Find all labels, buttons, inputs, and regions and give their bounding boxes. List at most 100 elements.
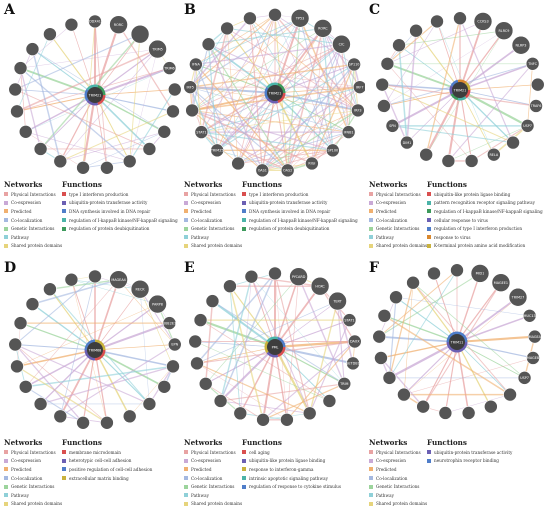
gene-node <box>194 125 209 139</box>
edge <box>448 125 528 162</box>
function-legend-item: membrane microdomain <box>62 448 152 457</box>
edge <box>49 278 119 290</box>
functions-legend: Functions type I interferon production ubi… <box>62 180 178 233</box>
gene-node <box>33 397 48 411</box>
function-legend-item: regulation of I-kappaB kinase/NF-kappaB … <box>427 207 543 216</box>
edge <box>196 300 338 364</box>
gene-node-label: IFNA <box>192 63 200 67</box>
edge <box>436 21 461 91</box>
edge <box>388 297 397 378</box>
edge <box>201 131 333 151</box>
gene-node-label: TRAF6 <box>530 104 542 108</box>
edge <box>226 28 276 94</box>
legend-label: Shared protein domains <box>191 501 243 507</box>
legend: Networks Physical Interactions Co-expressi… <box>2 180 180 254</box>
edge <box>200 319 330 402</box>
edge <box>94 288 141 351</box>
legend-label: Shared protein domains <box>11 501 63 507</box>
network-legend-item: Physical Interactions <box>184 448 242 457</box>
legend-label: Physical Interactions <box>11 191 56 197</box>
network-legend-item: Predicted <box>369 465 427 474</box>
gene-node <box>347 57 361 72</box>
edge <box>94 94 174 112</box>
gene-node <box>491 273 511 293</box>
gene-node <box>142 142 157 156</box>
legend-label: Shared protein domains <box>191 243 243 249</box>
edge <box>286 276 299 420</box>
edge <box>94 322 170 351</box>
edge <box>14 343 150 405</box>
function-legend-item: DNA synthesis involved in DNA repair <box>62 207 178 216</box>
legend-label: Pathway <box>191 234 209 240</box>
edge <box>392 125 514 144</box>
function-legend-item: regulation of I-kappaB kinase/NF-kappaB … <box>62 216 178 225</box>
gene-node <box>352 80 365 94</box>
function-legend-item: type I interferon production <box>62 190 178 199</box>
gene-node <box>310 276 330 296</box>
edge <box>262 346 276 420</box>
functions-legend: Functions type I interferon production ubi… <box>242 180 358 233</box>
network-legend-item: Predicted <box>184 465 242 474</box>
legend-swatch <box>62 458 66 463</box>
panel-e: PYCARD HOXC TERT STAT1 DAXX SETDB1 TRIM PML E Net… <box>180 258 362 514</box>
edge <box>189 17 251 88</box>
edge <box>191 44 210 111</box>
legend-swatch <box>184 458 188 463</box>
legend-swatch <box>369 218 373 223</box>
legend-swatch <box>4 501 8 506</box>
gene-node <box>43 27 57 41</box>
legend-swatch <box>369 467 373 472</box>
edge <box>250 276 276 348</box>
legend-swatch <box>4 192 8 197</box>
gene-node <box>529 99 543 113</box>
edge <box>403 282 414 395</box>
gene-node-label: TRIM5 <box>151 47 163 51</box>
edge <box>208 43 289 171</box>
gene-node <box>157 125 172 139</box>
edge <box>196 362 310 414</box>
edge <box>25 131 84 168</box>
edge <box>319 285 356 342</box>
gene-node <box>342 313 357 327</box>
gene-node-label: STAT1 <box>344 318 354 322</box>
legend-swatch <box>4 200 8 205</box>
edge <box>129 366 174 417</box>
edge <box>274 14 334 151</box>
edge <box>527 63 533 126</box>
network-legend-item: Genetic Interactions <box>4 482 62 491</box>
legend-swatch <box>62 218 66 223</box>
functions-legend: Functions membrane microdomain heterotypic… <box>62 438 152 482</box>
gene-node <box>450 263 464 278</box>
edge <box>205 346 276 385</box>
edge <box>191 43 342 111</box>
gene-node <box>473 12 493 31</box>
edge <box>299 17 350 133</box>
legend-label: Co-localization <box>191 475 223 481</box>
network-legend-item: Co-expression <box>184 199 242 208</box>
edge <box>237 14 276 164</box>
edge <box>14 275 96 345</box>
legend-label: Co-expression <box>11 458 41 464</box>
function-legend-item: cell aging <box>242 448 341 457</box>
network-legend-item: Co-localization <box>184 474 242 483</box>
legend-swatch <box>242 484 246 489</box>
edge <box>456 341 492 407</box>
gene-node <box>223 279 237 293</box>
legend-label: ubiquitin-protein transferase activity <box>69 200 148 206</box>
network-legend-item: Genetic Interactions <box>184 482 242 491</box>
legend-swatch <box>369 458 373 463</box>
legend-swatch <box>4 458 8 463</box>
legend-label: regulation of protein deubiquitination <box>249 226 330 232</box>
legend: Networks Physical Interactions Co-expressi… <box>367 438 545 512</box>
legend-swatch <box>427 226 431 231</box>
gene-node-label: MAGEA <box>529 335 542 339</box>
gene-node <box>109 15 128 34</box>
legend-swatch <box>184 226 188 231</box>
edge <box>94 67 170 96</box>
function-legend-item: regulation of protein deubiquitination <box>242 224 358 233</box>
gene-node-label: RLRC9 <box>498 29 509 33</box>
gene-node <box>183 80 198 94</box>
center-node-label: TRIM21 <box>268 91 282 95</box>
legend-swatch <box>62 200 66 205</box>
edge <box>456 341 511 395</box>
